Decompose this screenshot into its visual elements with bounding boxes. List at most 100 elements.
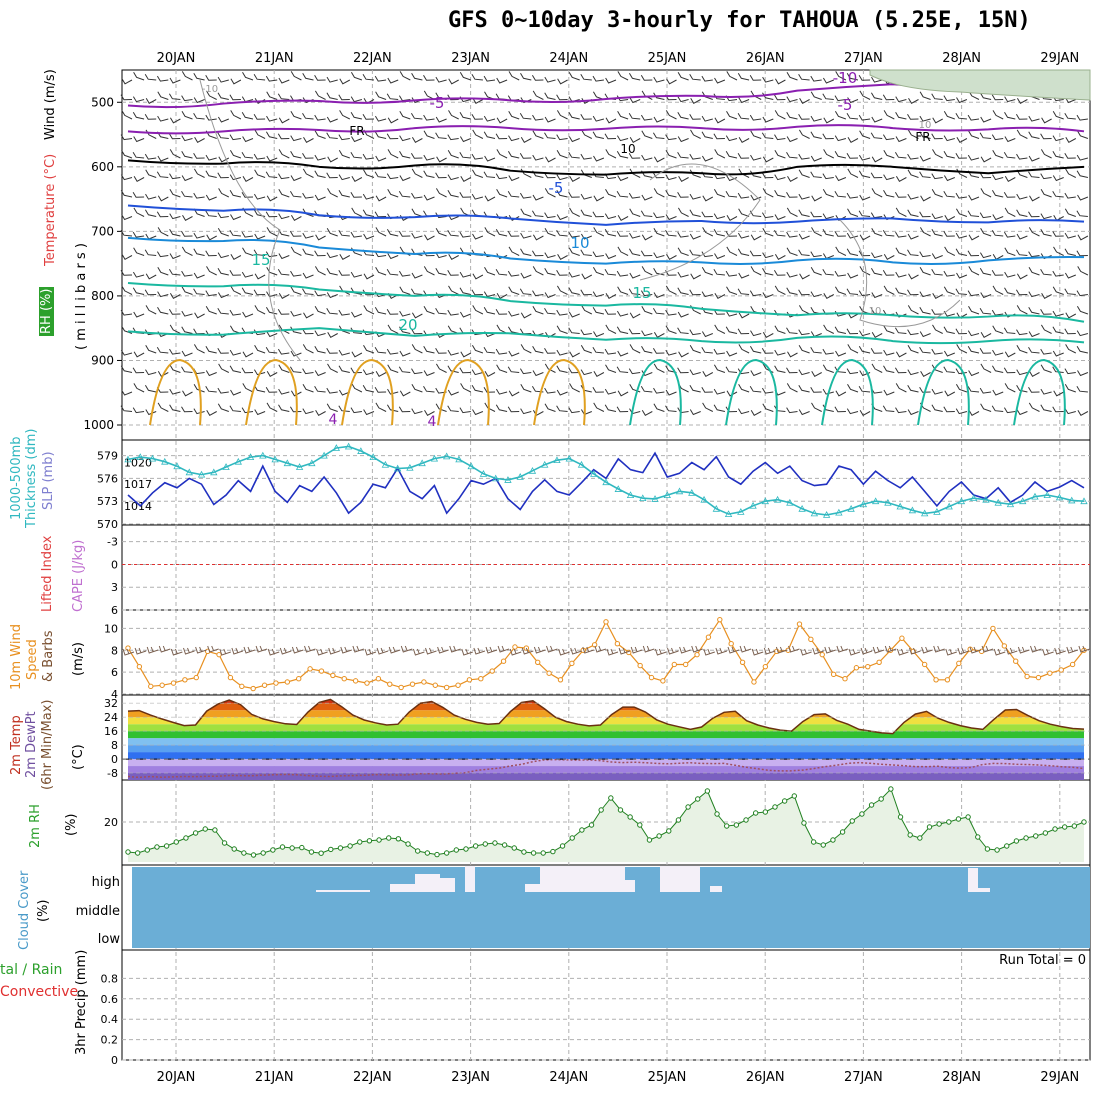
wind-barb bbox=[1076, 290, 1088, 297]
wind-barb bbox=[362, 73, 375, 81]
wind-barb bbox=[871, 363, 883, 373]
wind-barb bbox=[943, 135, 955, 142]
surface-wind-barb bbox=[969, 646, 982, 654]
wind-barb bbox=[640, 290, 653, 297]
wind-barb bbox=[483, 386, 496, 393]
wind-barb bbox=[677, 367, 689, 374]
wind-barb bbox=[265, 386, 278, 393]
wind-barb bbox=[738, 272, 750, 279]
wind-barb bbox=[834, 111, 847, 120]
wind-barb bbox=[351, 351, 363, 358]
thickness-marker bbox=[173, 462, 181, 470]
wind-barb bbox=[786, 327, 798, 334]
wind-barb bbox=[931, 213, 943, 220]
bottom-day-label: 28JAN bbox=[942, 1070, 981, 1085]
thickness-marker bbox=[577, 460, 586, 468]
wind-barb bbox=[507, 190, 520, 198]
wind-barb bbox=[653, 228, 665, 237]
wind-barb bbox=[278, 189, 290, 198]
wind-barb bbox=[822, 253, 834, 260]
wind-barb bbox=[907, 305, 919, 315]
wind-barb bbox=[120, 94, 133, 101]
rh-marker bbox=[163, 843, 170, 849]
wind-barb bbox=[314, 250, 326, 257]
surface-wind-barb bbox=[122, 648, 135, 656]
surface-wind-barb bbox=[291, 646, 304, 654]
wind-barb bbox=[883, 325, 895, 334]
wind-barb bbox=[266, 371, 278, 377]
wind-barb bbox=[774, 110, 786, 120]
wind-speed-marker bbox=[842, 675, 848, 682]
surface-wind-barb bbox=[981, 645, 994, 653]
thickness-marker bbox=[614, 485, 622, 492]
wind-barb bbox=[375, 371, 387, 377]
wind-barb bbox=[133, 207, 145, 217]
wind-barb bbox=[738, 137, 750, 143]
diurnal-contour bbox=[533, 358, 586, 426]
thickness-marker bbox=[136, 453, 144, 461]
wind-barb bbox=[1077, 194, 1089, 201]
thickness-marker bbox=[626, 491, 635, 499]
thickness-marker bbox=[467, 462, 475, 470]
wind-barb bbox=[592, 131, 605, 139]
wind-barb bbox=[120, 174, 133, 181]
slp-tick-label: 1017 bbox=[124, 478, 152, 491]
surface-wind-barb bbox=[437, 646, 449, 654]
wind-barb bbox=[991, 365, 1004, 373]
wind-barb bbox=[496, 117, 508, 124]
wind-barb bbox=[701, 331, 713, 338]
wind-barb bbox=[653, 268, 665, 276]
thickness-marker bbox=[810, 509, 819, 517]
wind-barb bbox=[653, 76, 665, 83]
rh-marker bbox=[714, 811, 720, 817]
wind-barb bbox=[968, 130, 980, 139]
rh-marker bbox=[144, 847, 151, 853]
wind-speed-marker bbox=[990, 625, 996, 632]
wind-barb bbox=[338, 405, 350, 412]
wind-barb bbox=[919, 386, 931, 393]
wind-barb bbox=[121, 110, 133, 120]
wind-barb bbox=[956, 272, 968, 279]
wind-barb bbox=[652, 347, 665, 354]
wind-barb bbox=[616, 310, 629, 317]
wind-barb bbox=[919, 115, 931, 122]
wind-barb bbox=[762, 156, 774, 163]
top-day-label: 25JAN bbox=[648, 51, 687, 66]
wind-speed-marker bbox=[193, 674, 199, 681]
wind-barb bbox=[205, 194, 217, 201]
thickness-marker bbox=[357, 447, 365, 454]
wind-barb bbox=[1004, 383, 1016, 393]
thickness-marker bbox=[308, 459, 316, 467]
wind-speed-marker bbox=[250, 685, 256, 692]
wind-barb bbox=[943, 111, 955, 120]
rh-marker bbox=[540, 850, 546, 856]
wind-barb bbox=[943, 270, 955, 277]
wind-barb bbox=[629, 137, 641, 143]
wind-barb bbox=[544, 252, 556, 259]
wind-barb bbox=[726, 215, 738, 221]
rh-marker bbox=[511, 845, 517, 851]
wind-barb bbox=[580, 73, 592, 81]
wind-barb bbox=[157, 115, 169, 122]
wind-barb bbox=[1029, 195, 1040, 202]
wind-barb bbox=[302, 248, 314, 256]
wind-speed-marker bbox=[705, 634, 712, 640]
wind-barb bbox=[314, 306, 326, 315]
wind-barb bbox=[157, 307, 169, 315]
wind-barb bbox=[569, 383, 580, 393]
wind-barb bbox=[483, 75, 496, 82]
wind-barb bbox=[254, 169, 266, 178]
wind-barb bbox=[266, 155, 278, 162]
temp-tick-label: 32 bbox=[104, 697, 118, 710]
wind-barb bbox=[351, 311, 363, 318]
wind-barb bbox=[617, 175, 629, 182]
wind-barb bbox=[568, 367, 580, 374]
wind-barb bbox=[822, 364, 834, 373]
wind-barb bbox=[822, 77, 834, 84]
surface-wind-barb bbox=[1066, 646, 1078, 654]
rh-marker bbox=[424, 850, 431, 856]
wind-barb bbox=[314, 290, 326, 297]
surface-wind-barb bbox=[376, 647, 389, 655]
wind-barb bbox=[242, 311, 254, 318]
wind-barb bbox=[266, 195, 278, 202]
